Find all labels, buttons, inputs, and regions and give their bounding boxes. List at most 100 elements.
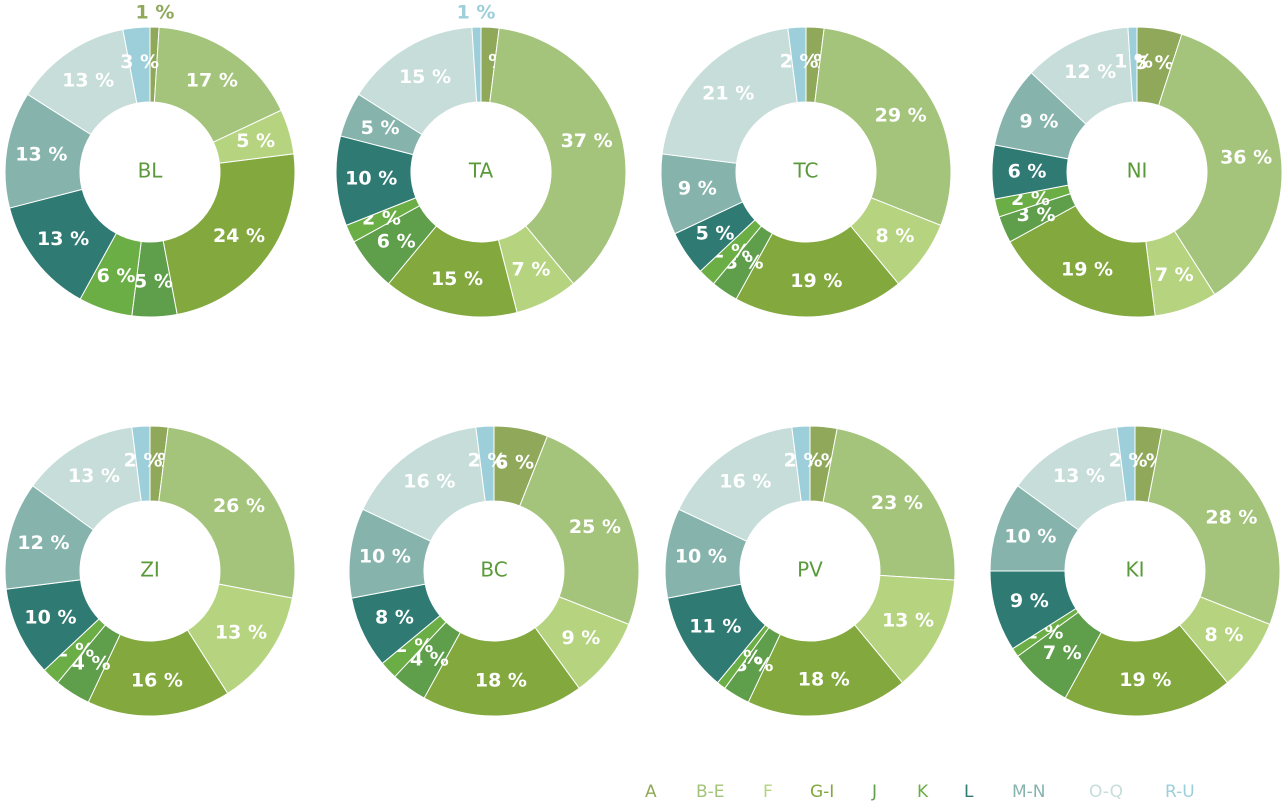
value-label: 25 % <box>569 516 621 538</box>
legend-entry: M-N <box>1012 782 1046 801</box>
value-label: 19 % <box>1061 259 1113 281</box>
donut-center-label: TC <box>792 159 818 183</box>
donut-slice <box>814 27 952 227</box>
donut-slice <box>1064 624 1229 717</box>
donut-center-label: BC <box>480 558 507 582</box>
donut-slice <box>661 27 798 164</box>
donut-slice <box>489 27 627 285</box>
value-label: 17 % <box>186 70 238 92</box>
value-label: 2 % <box>784 450 823 472</box>
value-label: 19 % <box>790 270 842 292</box>
value-label: 5 % <box>696 222 735 244</box>
donut-slice <box>475 425 495 503</box>
legend-entry: O-Q <box>1089 782 1123 801</box>
value-label: 13 % <box>15 143 67 165</box>
value-label: 12 % <box>1064 61 1116 83</box>
value-label: 9 % <box>678 178 717 200</box>
legend-entry: A <box>645 782 657 801</box>
value-label: 9 % <box>1020 111 1059 133</box>
value-label: 1 % <box>1114 51 1153 73</box>
legend-entry: B-E <box>696 782 725 801</box>
value-label: 7 % <box>512 259 551 281</box>
value-label: 2 % <box>124 450 163 472</box>
value-label: 29 % <box>875 105 927 127</box>
value-label: 15 % <box>431 268 483 290</box>
value-label: 13 % <box>215 621 267 643</box>
value-label: 11 % <box>689 615 741 637</box>
value-label: 6 % <box>377 231 416 253</box>
value-label: 16 % <box>131 669 183 691</box>
donut-slice <box>1147 427 1281 626</box>
value-label: 3 % <box>120 51 159 73</box>
value-label: 13 % <box>37 228 89 250</box>
value-label: 8 % <box>1205 624 1244 646</box>
donut-center-label: BL <box>138 159 164 183</box>
value-label: 5 % <box>361 117 400 139</box>
donut-center-label: NI <box>1127 159 1148 183</box>
legend-entry: G-I <box>810 782 834 801</box>
value-label: 8 % <box>876 225 915 247</box>
value-label: 13 % <box>62 70 114 92</box>
donut-slice <box>153 26 282 143</box>
donut-slice <box>787 26 807 104</box>
value-label: 6 % <box>495 451 534 473</box>
value-label: 10 % <box>675 546 727 568</box>
donut-slice <box>122 26 151 104</box>
value-label: 13 % <box>68 465 120 487</box>
donut-slice <box>1116 425 1136 503</box>
value-label: 6 % <box>97 265 136 287</box>
value-label: 26 % <box>213 495 265 517</box>
donut-slice <box>822 427 956 581</box>
value-label: 18 % <box>475 669 527 691</box>
donut-slice <box>423 626 580 717</box>
value-label: 37 % <box>561 130 613 152</box>
donut-slice <box>471 26 482 103</box>
donut-slice <box>1158 33 1283 296</box>
value-label: 2 % <box>1109 450 1148 472</box>
value-label: 36 % <box>1220 147 1272 169</box>
donut-center-label: PV <box>797 558 823 582</box>
donut-slice <box>158 426 296 599</box>
value-label: 21 % <box>702 83 754 105</box>
donut-center-label: TA <box>468 159 494 183</box>
value-label: 23 % <box>871 492 923 514</box>
donut-slice <box>1127 26 1138 103</box>
legend-entry: K <box>917 782 929 801</box>
value-label: 10 % <box>359 546 411 568</box>
value-label: 28 % <box>1205 507 1257 529</box>
value-label: 10 % <box>24 606 76 628</box>
legend-entry: R-U <box>1165 782 1195 801</box>
value-label: 2 % <box>780 51 819 73</box>
value-label: 24 % <box>213 225 265 247</box>
donut-slice <box>131 425 151 503</box>
value-label: 1 % <box>457 2 496 24</box>
value-label: 1 % <box>136 2 175 24</box>
donut-slice <box>519 435 640 626</box>
value-label: 13 % <box>1053 465 1105 487</box>
value-label: 18 % <box>798 669 850 691</box>
value-label: 8 % <box>375 606 414 628</box>
value-label: 16 % <box>403 471 455 493</box>
donut-slice <box>735 225 900 318</box>
value-label: 10 % <box>345 167 397 189</box>
donut-center-label: ZI <box>140 558 160 582</box>
value-label: 12 % <box>17 532 69 554</box>
value-label: 3 % <box>1017 204 1056 226</box>
value-label: 4 % <box>72 652 111 674</box>
value-label: 7 % <box>1043 642 1082 664</box>
value-label: 13 % <box>882 609 934 631</box>
value-label: 10 % <box>1004 526 1056 548</box>
value-label: 16 % <box>719 471 771 493</box>
value-label: 2 % <box>468 450 507 472</box>
value-label: 6 % <box>1008 161 1047 183</box>
value-label: 9 % <box>561 627 600 649</box>
value-label: 5 % <box>236 130 275 152</box>
donut-slice <box>162 153 296 316</box>
donut-slice <box>747 624 904 717</box>
value-label: 7 % <box>1155 264 1194 286</box>
value-label: 15 % <box>399 66 451 88</box>
value-label: 4 % <box>410 648 449 670</box>
legend-entry: F <box>763 782 773 801</box>
donut-center-label: KI <box>1125 558 1144 582</box>
